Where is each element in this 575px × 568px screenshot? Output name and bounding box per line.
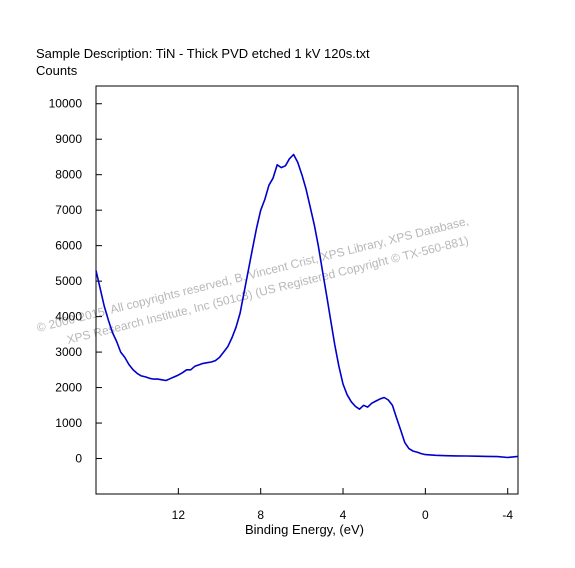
x-axis-label-wrap: Binding Energy, (eV) <box>0 522 575 537</box>
y-tick-label: 9000 <box>55 132 82 146</box>
y-tick-label: 1000 <box>55 416 82 430</box>
y-tick-label: 4000 <box>55 310 82 324</box>
y-tick-label: 0 <box>75 452 82 466</box>
y-tick-label: 2000 <box>55 381 82 395</box>
x-axis-ticks: 12 8 4 0 -4 <box>172 488 513 522</box>
x-tick-label: -4 <box>502 508 513 522</box>
copyright-watermark: © 2000-2015, All copyrights reserved, B.… <box>35 214 470 347</box>
chart-title: Sample Description: TiN - Thick PVD etch… <box>36 46 370 61</box>
y-axis-label: Counts <box>36 63 78 78</box>
x-tick-label: 4 <box>340 508 347 522</box>
y-tick-label: 3000 <box>55 345 82 359</box>
y-tick-label: 8000 <box>55 168 82 182</box>
x-tick-label: 0 <box>422 508 429 522</box>
y-axis-ticks: 0 1000 2000 3000 4000 5000 6000 7000 8000 9000 100… <box>49 97 102 466</box>
y-tick-label: 7000 <box>55 203 82 217</box>
y-tick-label: 5000 <box>55 274 82 288</box>
watermark-line-2: XPS Research Institute, Inc (501c3) (US … <box>65 233 470 347</box>
x-axis-label: Binding Energy, (eV) <box>245 522 364 537</box>
x-tick-label: 12 <box>172 508 186 522</box>
y-tick-label: 6000 <box>55 239 82 253</box>
plot-area-frame <box>95 85 519 495</box>
spectrum-line <box>95 153 519 459</box>
y-tick-label: 10000 <box>49 97 83 111</box>
x-tick-label: 8 <box>257 508 264 522</box>
